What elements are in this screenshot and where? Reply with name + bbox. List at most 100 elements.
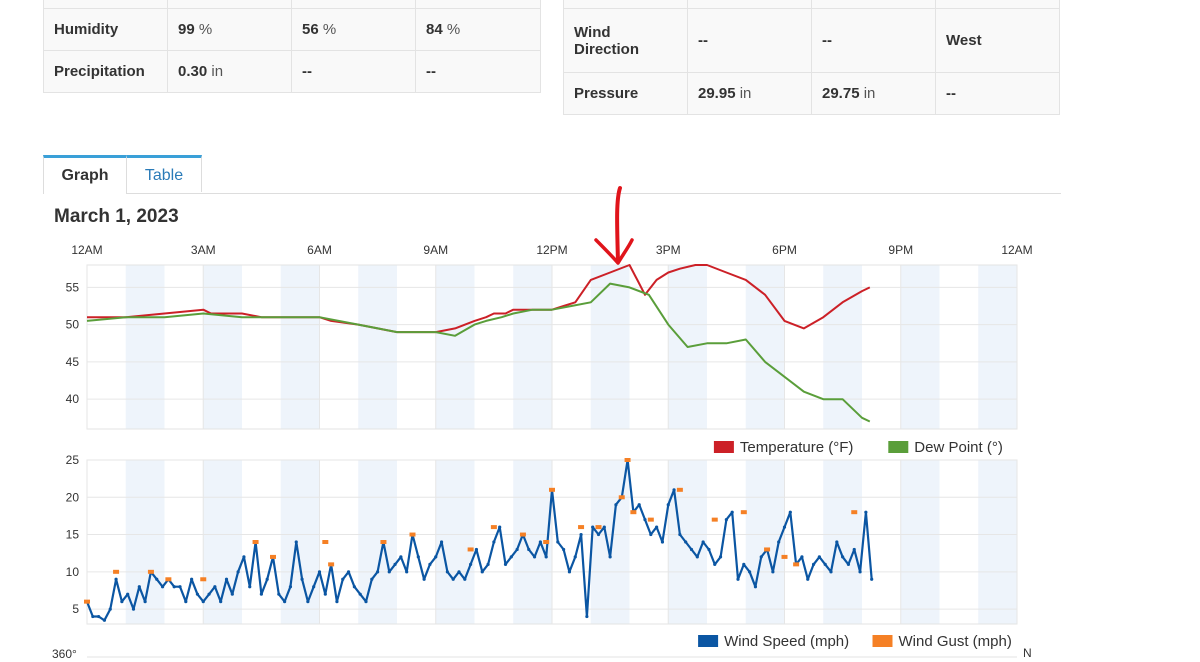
y-tick-label: 50	[66, 318, 80, 332]
wind-speed-point	[486, 562, 490, 566]
wind-speed-point	[190, 577, 194, 581]
wind-gust-point	[490, 525, 497, 530]
wind-gust-point	[624, 458, 631, 462]
wind-speed-point	[120, 600, 124, 604]
wind-speed-point	[585, 614, 589, 619]
wind-speed-point	[108, 607, 112, 611]
value-cell: --	[291, 50, 416, 93]
legend-swatch	[698, 635, 719, 647]
hour-band	[900, 460, 940, 624]
compass-label: N	[1023, 646, 1032, 660]
value-cell: --	[935, 72, 1060, 115]
wind-speed-point	[160, 585, 165, 589]
wind-speed-point	[684, 540, 688, 544]
wind-speed-point	[358, 592, 362, 596]
wind-speed-point	[759, 555, 763, 559]
tab-graph[interactable]: Graph	[43, 155, 127, 194]
wind-gust-point	[328, 562, 335, 567]
legend-label: Wind Speed (mph)	[724, 633, 849, 650]
conditions-row: Humidity 99 % 56 % 84 %	[43, 8, 541, 51]
wind-speed-point	[416, 555, 420, 559]
wind-speed-point	[248, 585, 252, 589]
wind-speed-point	[614, 503, 618, 507]
wind-speed-point	[480, 570, 484, 574]
wind-speed-point	[457, 570, 461, 574]
wind-speed-point	[835, 540, 839, 544]
legend-label: Temperature (°F)	[740, 439, 854, 456]
hour-band	[823, 460, 862, 624]
wind-speed-point	[137, 585, 141, 589]
wind-gust-point	[322, 540, 329, 544]
hour-band	[668, 460, 707, 624]
wind-speed-point	[230, 592, 234, 596]
wind-speed-point	[643, 518, 647, 522]
wind-speed-point	[172, 585, 176, 589]
wind-gust-point	[764, 547, 771, 552]
wind-speed-point	[655, 525, 659, 529]
wind-speed-point	[579, 532, 583, 537]
conditions-row: Wind Direction -- -- West	[563, 8, 1060, 73]
wind-speed-point	[195, 592, 200, 596]
wind-gust-point	[380, 540, 387, 544]
conditions-table-left: Humidity 99 % 56 % 84 % Precipitation 0.…	[43, 0, 541, 93]
wind-gust-point	[851, 510, 858, 515]
hour-band	[978, 460, 1017, 624]
wind-speed-point	[126, 592, 130, 596]
wind-gust-point	[543, 540, 550, 544]
y-tick-label: 55	[66, 280, 80, 294]
wind-speed-point	[672, 488, 676, 492]
wind-speed-point	[852, 547, 856, 552]
chart-date-title: March 1, 2023	[54, 206, 179, 227]
hour-band	[203, 265, 242, 429]
wind-speed-point	[532, 555, 537, 559]
wind-speed-point	[283, 600, 287, 604]
wind-speed-point	[730, 510, 734, 514]
wind-speed-point	[306, 600, 310, 604]
wind-speed-point	[707, 547, 711, 552]
row-label: Humidity	[43, 8, 168, 51]
y-tick-label: 20	[66, 490, 80, 504]
wind-speed-point	[515, 547, 519, 552]
wind-speed-point	[556, 540, 560, 544]
tab-table[interactable]: Table	[127, 155, 202, 192]
wind-gust-point	[147, 569, 154, 574]
wind-speed-point	[387, 570, 391, 574]
wind-speed-point	[323, 592, 327, 596]
wind-speed-point	[788, 510, 792, 514]
wind-speed-point	[817, 555, 821, 559]
hour-band	[590, 265, 630, 429]
wind-speed-point	[422, 577, 426, 581]
conditions-row: Precipitation 0.30 in -- --	[43, 50, 541, 93]
wind-speed-point	[591, 525, 595, 529]
wind-gust-point	[252, 540, 259, 544]
x-tick-label: 9PM	[888, 243, 913, 257]
wind-speed-point	[474, 547, 479, 552]
hour-band	[978, 265, 1017, 429]
wind-speed-point	[259, 592, 263, 596]
hour-band	[358, 265, 397, 429]
wind-gust-point	[740, 510, 747, 515]
wind-speed-line	[85, 458, 873, 622]
wind-speed-point	[567, 570, 572, 574]
wind-gust-point	[781, 554, 788, 559]
wind-speed-point	[649, 532, 653, 537]
x-tick-label: 9AM	[423, 243, 448, 257]
wind-gust-point	[467, 547, 474, 552]
value-cell: 29.95 in	[687, 72, 812, 115]
wind-speed-point	[713, 562, 717, 566]
wind-speed-point	[858, 570, 862, 574]
wind-speed-point	[469, 562, 473, 566]
x-tick-label: 12PM	[536, 243, 567, 257]
wind-speed-point	[771, 570, 775, 574]
wind-gust-point	[270, 554, 276, 559]
wind-speed-point	[562, 547, 566, 552]
hour-band	[900, 265, 940, 429]
value-cell: --	[811, 8, 936, 73]
wind-gust-point	[647, 517, 654, 522]
value-cell: --	[687, 8, 812, 73]
wind-speed-point	[439, 540, 444, 544]
wind-speed-point	[393, 562, 397, 566]
x-tick-label: 3AM	[191, 243, 216, 257]
value-cell: 99 %	[167, 8, 292, 51]
